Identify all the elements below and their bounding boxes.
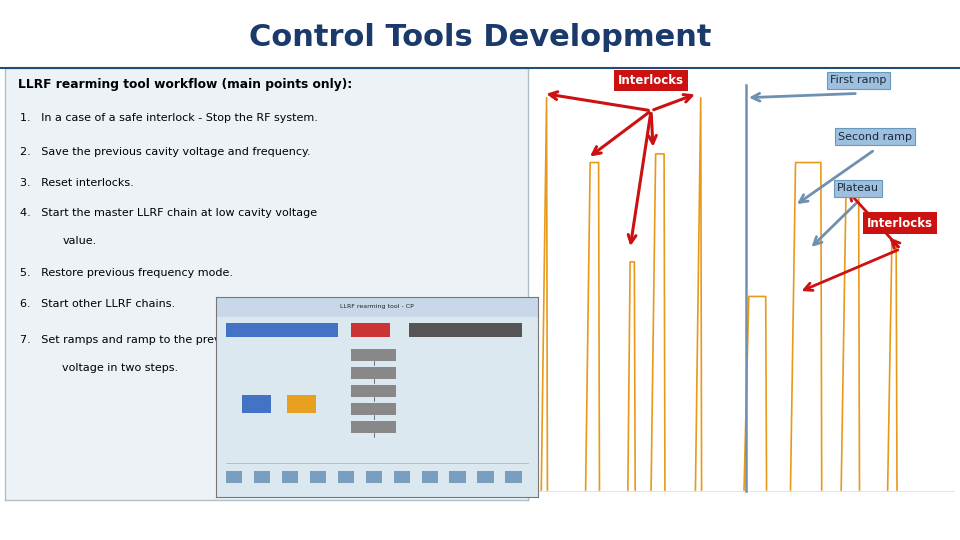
Text: 6.   Start other LLRF chains.: 6. Start other LLRF chains.: [20, 299, 176, 309]
Bar: [394, 471, 410, 483]
Text: EPICS collaboration meeting 2019 - ITER: EPICS collaboration meeting 2019 - ITER: [340, 513, 620, 526]
Bar: [309, 471, 325, 483]
Bar: [351, 403, 396, 415]
Bar: [351, 421, 396, 433]
Bar: [421, 471, 438, 483]
Text: 3.   Reset interlocks.: 3. Reset interlocks.: [20, 178, 134, 188]
Text: LLRF rearming tool - CP: LLRF rearming tool - CP: [340, 305, 414, 309]
Bar: [338, 471, 353, 483]
Bar: [226, 471, 242, 483]
Bar: [281, 471, 298, 483]
Bar: [477, 471, 493, 483]
Bar: [242, 395, 271, 413]
Text: 13: 13: [931, 513, 948, 526]
Text: First ramp: First ramp: [829, 76, 886, 85]
Text: 2.   Save the previous cavity voltage and frequency.: 2. Save the previous cavity voltage and …: [20, 147, 311, 158]
Text: LLRF rearming tool workflow (main points only):: LLRF rearming tool workflow (main points…: [18, 78, 352, 91]
Text: Interlocks: Interlocks: [618, 74, 684, 87]
Text: 1.   In a case of a safe interlock - Stop the RF system.: 1. In a case of a safe interlock - Stop …: [20, 113, 319, 123]
Text: 5.   Restore previous frequency mode.: 5. Restore previous frequency mode.: [20, 268, 233, 279]
Bar: [226, 323, 338, 337]
Bar: [366, 471, 382, 483]
Bar: [253, 471, 270, 483]
Text: Plateau: Plateau: [837, 184, 879, 193]
Bar: [449, 471, 466, 483]
Bar: [287, 395, 316, 413]
Text: value.: value.: [62, 236, 97, 246]
Text: 4.   Start the master LLRF chain at low cavity voltage: 4. Start the master LLRF chain at low ca…: [20, 208, 318, 218]
Bar: [409, 323, 521, 337]
Text: Control Tools Development: Control Tools Development: [249, 23, 711, 52]
Bar: [351, 367, 396, 379]
Text: Second ramp: Second ramp: [838, 132, 912, 141]
Text: 7.   Set ramps and ramp to the previous cavity: 7. Set ramps and ramp to the previous ca…: [20, 335, 281, 346]
Bar: [351, 323, 390, 337]
Bar: [351, 385, 396, 397]
Text: 04/06/2019: 04/06/2019: [12, 513, 91, 526]
Bar: [506, 471, 521, 483]
Text: voltage in two steps.: voltage in two steps.: [62, 363, 179, 374]
Text: Interlocks: Interlocks: [867, 217, 933, 230]
Bar: [351, 349, 396, 361]
